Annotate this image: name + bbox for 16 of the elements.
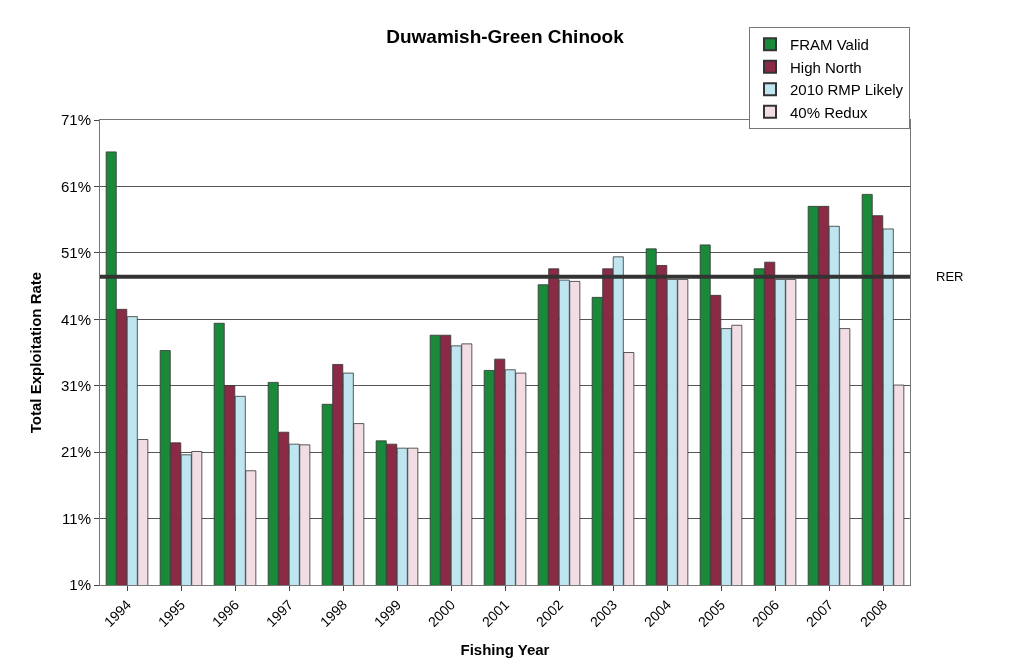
chart-title: Duwamish-Green Chinook [386, 26, 625, 48]
y-tick-label: 51% [60, 244, 91, 262]
y-tick-label: 1% [69, 576, 91, 594]
x-axis-title: Fishing Year [460, 640, 550, 658]
legend-label: High North [790, 58, 862, 76]
y-tick-label: 61% [60, 177, 91, 195]
legend-label: 2010 RMP Likely [790, 81, 904, 99]
y-tick-label: 11% [62, 509, 91, 527]
y-tick-label: 41% [60, 310, 91, 328]
y-tick-label: 21% [60, 443, 91, 461]
legend-label: FRAM Valid [790, 36, 869, 54]
y-tick-label: 71% [60, 111, 91, 129]
ref-line-label: RER [936, 269, 964, 284]
legend-label: 40% Redux [790, 103, 869, 121]
y-axis-title: Total Exploitation Rate [27, 271, 45, 434]
y-tick-label: 31% [60, 376, 91, 394]
